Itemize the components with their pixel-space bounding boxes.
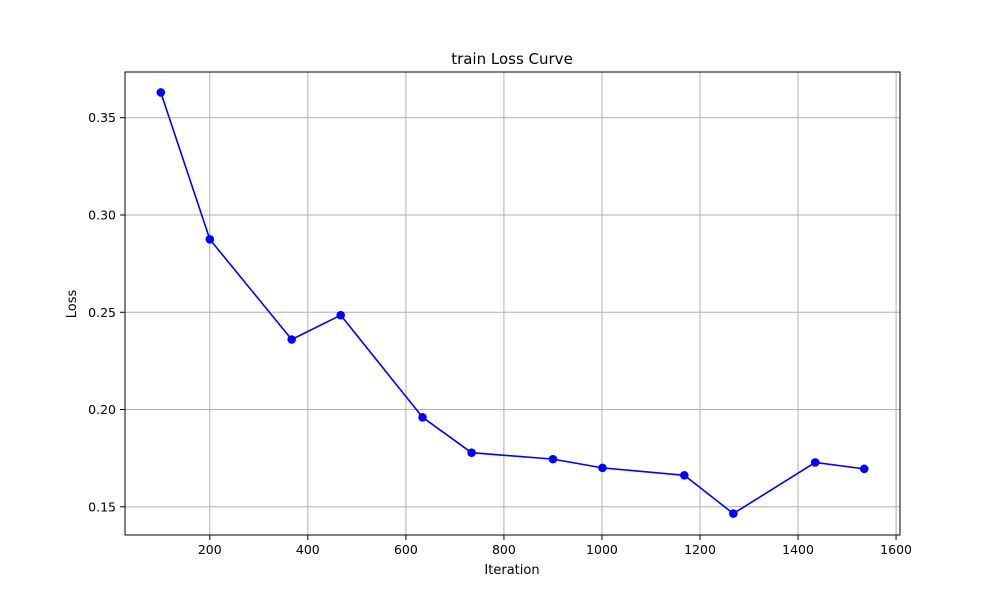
data-point bbox=[205, 235, 215, 244]
y-tick-label: 0.25 bbox=[88, 305, 116, 320]
y-tick-label: 0.35 bbox=[88, 110, 116, 125]
ticks: 200 400 600 800 1000 1200 1400 1600 0.15 0.20 0.25… bbox=[88, 110, 912, 557]
x-axis-label: Iteration bbox=[484, 563, 539, 578]
data-point bbox=[156, 88, 166, 97]
data-point bbox=[336, 310, 345, 320]
plot-frame bbox=[124, 71, 901, 536]
x-tick-label: 200 bbox=[198, 542, 222, 557]
chart-title: train Loss Curve bbox=[451, 50, 573, 68]
series-line bbox=[160, 92, 865, 515]
x-tick-label: 600 bbox=[394, 542, 418, 557]
x-tick-label: 1600 bbox=[880, 542, 912, 557]
data-point bbox=[548, 454, 558, 464]
y-tick-label: 0.20 bbox=[88, 402, 116, 417]
y-tick-label: 0.15 bbox=[88, 499, 116, 514]
x-tick-label: 1200 bbox=[684, 542, 716, 557]
series-layer bbox=[156, 88, 869, 518]
data-point bbox=[598, 463, 607, 473]
data-point bbox=[729, 509, 738, 518]
y-tick-label: 0.30 bbox=[88, 207, 116, 222]
grid bbox=[125, 72, 900, 535]
x-tick-label: 1000 bbox=[586, 542, 618, 557]
data-point bbox=[287, 335, 296, 344]
x-tick-label: 1400 bbox=[782, 542, 814, 557]
x-tick-label: 400 bbox=[296, 542, 320, 557]
data-point bbox=[859, 464, 869, 474]
y-axis-label: Loss bbox=[65, 290, 80, 319]
x-tick-label: 800 bbox=[492, 542, 516, 557]
data-point bbox=[467, 448, 476, 458]
data-point bbox=[418, 413, 427, 422]
data-point bbox=[810, 458, 820, 467]
data-point bbox=[680, 470, 689, 480]
